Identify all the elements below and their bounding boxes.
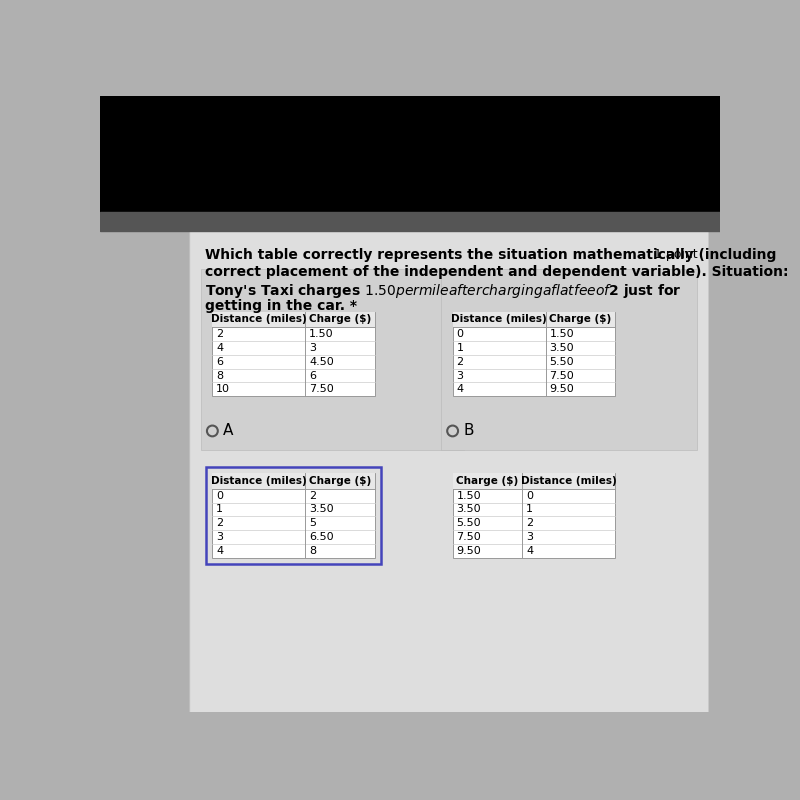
FancyBboxPatch shape: [190, 230, 708, 714]
Text: 7.50: 7.50: [550, 370, 574, 381]
Text: A: A: [223, 423, 234, 438]
Text: 1.50: 1.50: [310, 329, 334, 339]
Text: 3.50: 3.50: [550, 342, 574, 353]
Bar: [441, 270, 697, 450]
Text: 3: 3: [526, 532, 534, 542]
Bar: [212, 312, 375, 327]
Text: 2: 2: [457, 357, 464, 366]
Bar: [453, 474, 615, 558]
Text: 4: 4: [526, 546, 534, 556]
Bar: [212, 474, 375, 558]
Text: Charge ($): Charge ($): [550, 314, 612, 324]
Text: 1.50: 1.50: [457, 490, 481, 501]
Text: 3.50: 3.50: [457, 505, 481, 514]
Text: getting in the car. *: getting in the car. *: [206, 298, 358, 313]
Text: Charge ($): Charge ($): [309, 314, 371, 324]
Text: 9.50: 9.50: [550, 384, 574, 394]
Text: 3: 3: [216, 532, 223, 542]
Text: 6: 6: [216, 357, 223, 366]
Text: 5: 5: [310, 518, 316, 528]
Text: 1 point: 1 point: [654, 248, 698, 261]
Text: 2: 2: [216, 518, 223, 528]
Text: 1: 1: [526, 505, 534, 514]
Text: 1: 1: [216, 505, 223, 514]
Text: 4: 4: [216, 546, 223, 556]
Text: 3.50: 3.50: [310, 505, 334, 514]
Text: 3: 3: [457, 370, 463, 381]
Text: 1: 1: [457, 342, 463, 353]
Text: 0: 0: [526, 490, 534, 501]
Text: 2: 2: [216, 329, 223, 339]
Text: 3: 3: [310, 342, 316, 353]
Text: 0: 0: [216, 490, 223, 501]
Text: 10: 10: [216, 384, 230, 394]
Bar: [206, 467, 382, 564]
Text: Which table correctly represents the situation mathematically (including: Which table correctly represents the sit…: [206, 248, 777, 262]
Text: Distance (miles): Distance (miles): [451, 314, 547, 324]
Text: 5.50: 5.50: [457, 518, 481, 528]
Text: 2: 2: [526, 518, 534, 528]
Text: Distance (miles): Distance (miles): [211, 476, 306, 486]
Text: Distance (miles): Distance (miles): [211, 314, 306, 324]
Bar: [100, 211, 720, 230]
Bar: [453, 474, 615, 489]
Bar: [100, 96, 720, 211]
Bar: [453, 312, 615, 327]
Bar: [201, 270, 464, 450]
Bar: [212, 474, 375, 489]
Text: 8: 8: [216, 370, 223, 381]
Text: Tony's Taxi charges $1.50 per mile after charging a flat fee of $2 just for: Tony's Taxi charges $1.50 per mile after…: [206, 282, 682, 299]
Text: Charge ($): Charge ($): [456, 476, 518, 486]
Text: Charge ($): Charge ($): [309, 476, 371, 486]
Text: 0: 0: [457, 329, 463, 339]
Text: 5.50: 5.50: [550, 357, 574, 366]
Text: 8: 8: [310, 546, 316, 556]
Text: 6.50: 6.50: [310, 532, 334, 542]
Bar: [453, 312, 615, 396]
Text: 7.50: 7.50: [457, 532, 482, 542]
Text: correct placement of the independent and dependent variable). Situation:: correct placement of the independent and…: [206, 265, 789, 278]
Text: 4: 4: [457, 384, 464, 394]
Text: 9.50: 9.50: [457, 546, 482, 556]
Text: Distance (miles): Distance (miles): [521, 476, 617, 486]
Text: 6: 6: [310, 370, 316, 381]
Text: 1.50: 1.50: [550, 329, 574, 339]
Text: 4.50: 4.50: [310, 357, 334, 366]
Text: B: B: [463, 423, 474, 438]
Text: 4: 4: [216, 342, 223, 353]
Bar: [212, 312, 375, 396]
Text: 2: 2: [310, 490, 316, 501]
Text: 7.50: 7.50: [310, 384, 334, 394]
